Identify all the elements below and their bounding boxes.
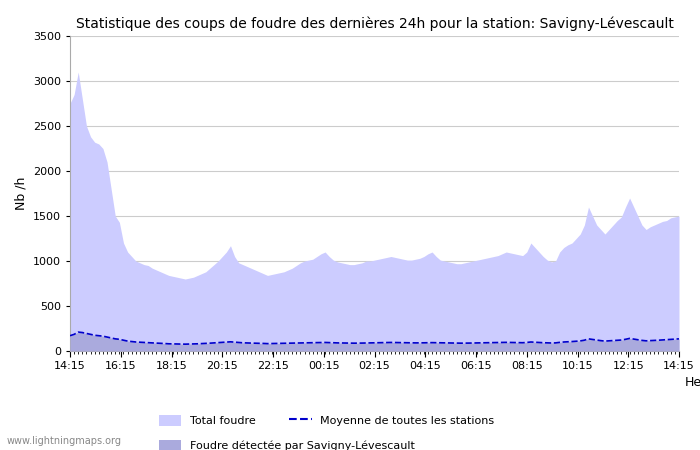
Title: Statistique des coups de foudre des dernières 24h pour la station: Savigny-Léves: Statistique des coups de foudre des dern… bbox=[76, 16, 673, 31]
Legend: Foudre détectée par Savigny-Lévescault: Foudre détectée par Savigny-Lévescault bbox=[155, 435, 419, 450]
Text: www.lightningmaps.org: www.lightningmaps.org bbox=[7, 436, 122, 446]
Text: Heure: Heure bbox=[685, 376, 700, 389]
Y-axis label: Nb /h: Nb /h bbox=[14, 177, 27, 210]
